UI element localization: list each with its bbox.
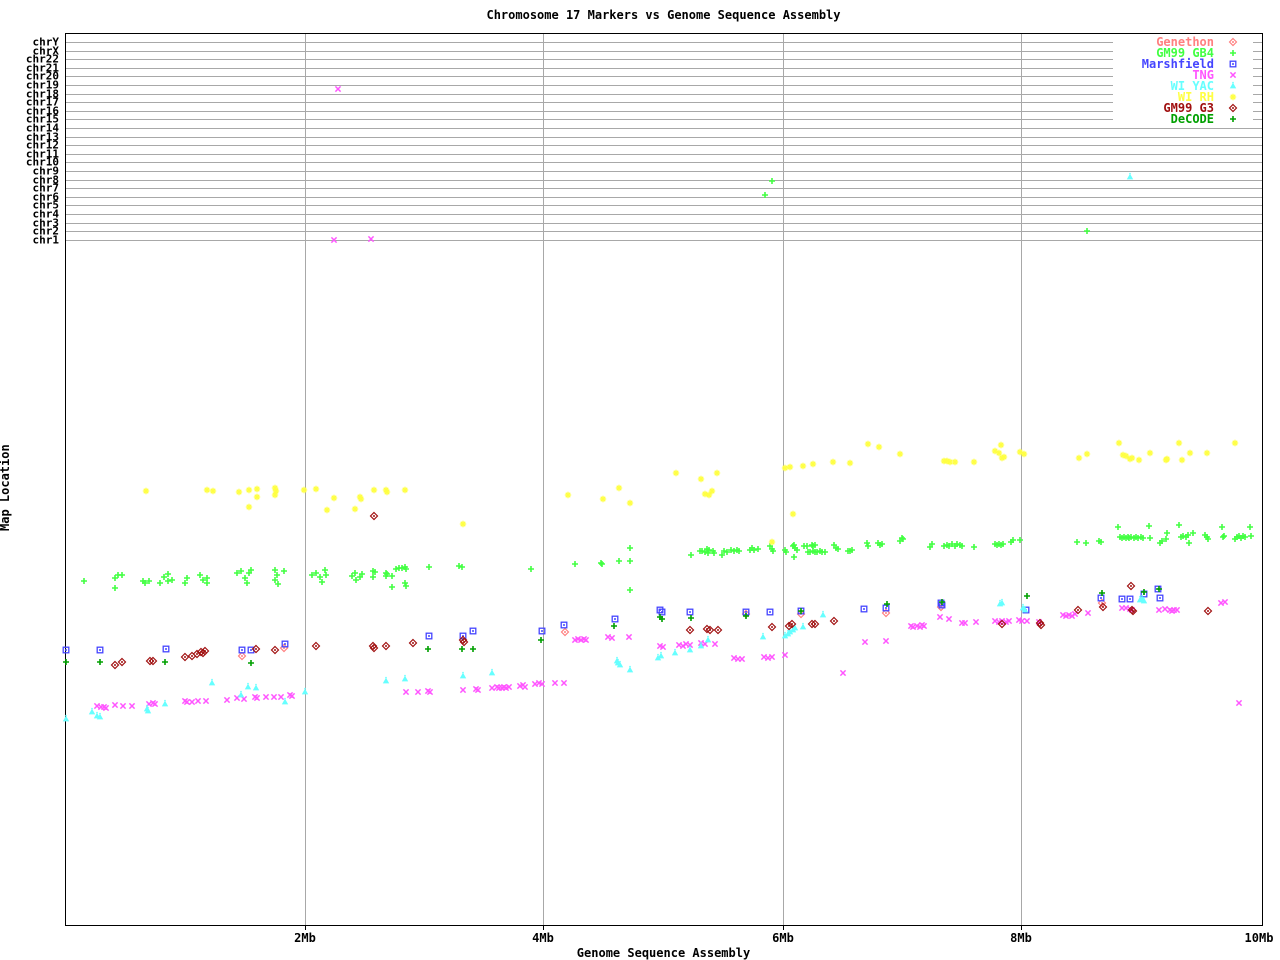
chromosome-label-chr3: chr3: [33, 217, 60, 230]
chromosome-label-chr18: chr18: [26, 88, 59, 101]
chromosome-label-chr13: chr13: [26, 131, 59, 144]
chromosome-label-chr11: chr11: [26, 148, 59, 161]
legend-item-tng: TNG: [1192, 68, 1237, 82]
legend-item-decode: DeCODE: [1171, 112, 1236, 126]
legend-symbol-decode-icon: [1230, 116, 1236, 122]
legend-label-tng: TNG: [1192, 68, 1214, 82]
legend-label-gm99-g3: GM99 G3: [1163, 101, 1214, 115]
tick-label-4Mb: 4Mb: [532, 931, 554, 945]
legend-label-wi-yac: WI YAC: [1171, 79, 1214, 93]
series-wi-rh: [142, 439, 1239, 546]
legend-symbol-marshfield-icon: [1229, 60, 1237, 68]
series-gm99-g3: [110, 511, 1213, 670]
chromosome-label-chr15: chr15: [26, 113, 59, 126]
x-axis-label: Genome Sequence Assembly: [576, 946, 751, 960]
chromosome-label-chr9: chr9: [33, 165, 60, 178]
tick-label-2Mb: 2Mb: [294, 931, 316, 945]
chromosome-label-chr4: chr4: [33, 208, 60, 221]
legend-symbol-tng-icon: [1229, 71, 1237, 79]
chromosome-label-chr16: chr16: [26, 105, 59, 118]
series-decode: [63, 586, 1162, 666]
chromosome-label-chr17: chr17: [26, 96, 59, 109]
chromosome-label-chrY: chrY: [33, 36, 60, 49]
legend-item-gm99-gb4: GM99 GB4: [1156, 46, 1236, 60]
legend-label-wi-rh: WI RH: [1178, 90, 1214, 104]
legend-item-genethon: Genethon: [1156, 35, 1238, 49]
chromosome-label-chr1: chr1: [33, 234, 60, 247]
tick-label-8Mb: 8Mb: [1010, 931, 1032, 945]
chromosome-label-chr7: chr7: [33, 182, 60, 195]
chromosome-label-chr6: chr6: [33, 191, 60, 204]
x-axis: 2Mb 4Mb 6Mb 8Mb 10Mb: [294, 33, 1273, 945]
legend-symbol-wi-yac-icon: [1229, 81, 1237, 89]
chromosome-rows: chrYchrXchr22chr21chr20chr19chr18chr17ch…: [26, 36, 1262, 247]
legend-label-genethon: Genethon: [1156, 35, 1214, 49]
chromosome-label-chr19: chr19: [26, 79, 59, 92]
tick-label-6Mb: 6Mb: [772, 931, 794, 945]
chromosome-label-chr21: chr21: [26, 62, 59, 75]
legend-symbol-genethon-icon: [1228, 37, 1238, 47]
legend-item-wi-rh: WI RH: [1178, 90, 1237, 104]
chromosome-label-chr20: chr20: [26, 70, 59, 83]
legend-background: [1113, 34, 1253, 126]
legend-label-decode: DeCODE: [1171, 112, 1214, 126]
chromosome-label-chr2: chr2: [33, 225, 60, 238]
chromosome-label-chrX: chrX: [33, 45, 60, 58]
legend-item-wi-yac: WI YAC: [1171, 79, 1237, 93]
legend-symbol-gm99-g3-icon: [1228, 103, 1238, 113]
chromosome-label-chr8: chr8: [33, 174, 60, 187]
chromosome-label-chr10: chr10: [26, 156, 59, 169]
chromosome-label-chr5: chr5: [33, 199, 60, 212]
tick-label-10Mb: 10Mb: [1245, 931, 1274, 945]
series-wi-yac: [62, 172, 1148, 722]
chromosome-label-chr14: chr14: [26, 122, 59, 135]
chromosome-label-chr12: chr12: [26, 139, 59, 152]
y-axis-label: Map Location: [0, 444, 12, 531]
legend-symbol-gm99-gb4-icon: [1230, 50, 1236, 56]
legend-item-marshfield: Marshfield: [1142, 57, 1237, 71]
legend-symbol-wi-rh-icon: [1229, 93, 1237, 101]
chromosome-label-chr22: chr22: [26, 53, 59, 66]
legend-item-gm99-g3: GM99 G3: [1163, 101, 1238, 115]
chart-title: Chromosome 17 Markers vs Genome Sequence…: [486, 8, 841, 22]
plot-frame: [65, 33, 1263, 926]
legend-label-marshfield: Marshfield: [1142, 57, 1214, 71]
series-gm99-gb4: [81, 178, 1254, 593]
legend-label-gm99-gb4: GM99 GB4: [1156, 46, 1214, 60]
series-marshfield: [62, 585, 1164, 654]
series-genethon: [237, 598, 1107, 661]
